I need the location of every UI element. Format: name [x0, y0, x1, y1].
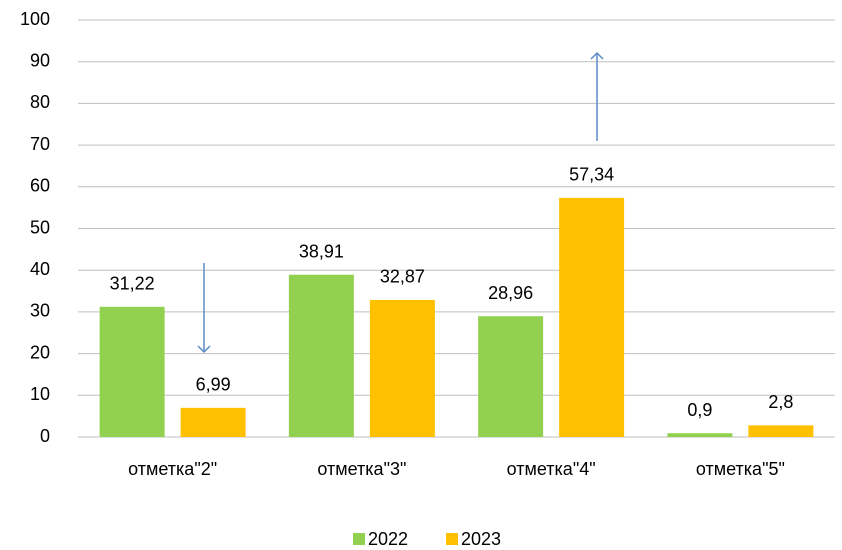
data-label: 2,8 — [768, 392, 793, 412]
data-label: 38,91 — [299, 241, 344, 261]
bar — [559, 197, 625, 437]
y-tick-label: 90 — [30, 50, 50, 70]
x-tick-label: отметка"3" — [317, 459, 406, 479]
y-tick-label: 50 — [30, 217, 50, 237]
data-label: 6,99 — [196, 375, 231, 395]
y-tick-label: 10 — [30, 384, 50, 404]
legend-label: 2022 — [368, 529, 408, 549]
data-label: 0,9 — [687, 400, 712, 420]
y-tick-label: 30 — [30, 301, 50, 321]
data-label: 57,34 — [569, 165, 614, 185]
bar — [288, 274, 354, 437]
data-label: 32,87 — [380, 267, 425, 287]
y-tick-label: 100 — [20, 9, 50, 29]
legend-swatch — [446, 533, 458, 545]
y-tick-label: 20 — [30, 342, 50, 362]
bar — [478, 316, 544, 437]
x-tick-label: отметка"4" — [507, 459, 596, 479]
y-tick-label: 60 — [30, 176, 50, 196]
bar — [667, 433, 733, 437]
bar — [748, 425, 814, 437]
y-tick-label: 70 — [30, 134, 50, 154]
x-tick-label: отметка"2" — [128, 459, 217, 479]
bar — [180, 407, 246, 437]
x-tick-label: отметка"5" — [696, 459, 785, 479]
bar — [99, 306, 165, 437]
legend-swatch — [353, 533, 365, 545]
bar — [369, 299, 435, 437]
y-tick-label: 40 — [30, 259, 50, 279]
data-label: 28,96 — [488, 283, 533, 303]
legend-label: 2023 — [461, 529, 501, 549]
y-tick-label: 0 — [40, 426, 50, 446]
y-tick-label: 80 — [30, 92, 50, 112]
data-label: 31,22 — [110, 274, 155, 294]
